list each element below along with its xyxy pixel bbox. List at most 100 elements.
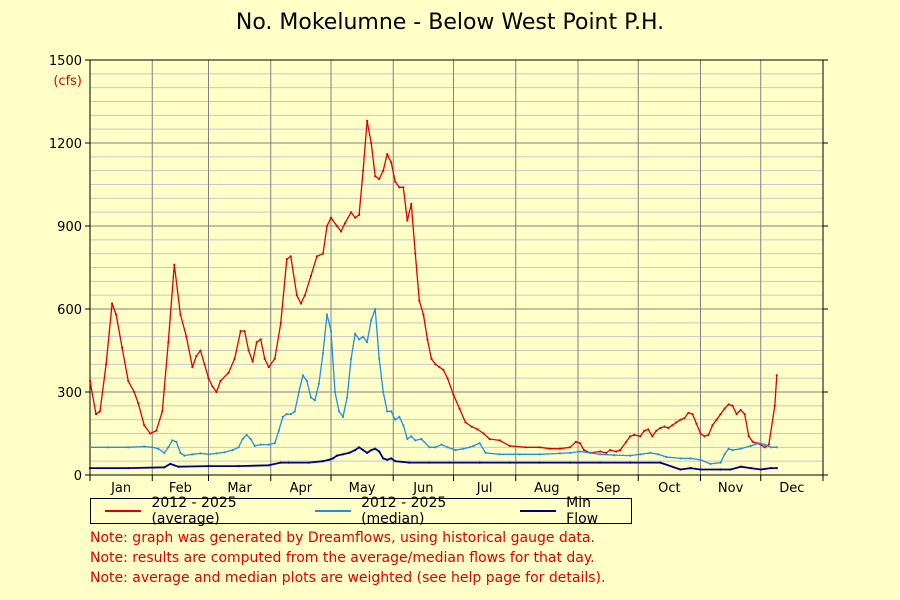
data-point xyxy=(207,377,210,380)
x-tick-label: Aug xyxy=(534,481,559,496)
y-tick-label: 300 xyxy=(57,386,82,401)
y-axis-unit: (cfs) xyxy=(53,74,82,89)
data-point xyxy=(498,453,501,456)
data-point xyxy=(267,443,270,446)
data-point xyxy=(675,421,678,424)
data-point xyxy=(558,452,562,455)
data-point xyxy=(161,410,164,413)
data-point xyxy=(354,449,357,452)
data-point xyxy=(452,393,455,396)
data-point xyxy=(538,461,541,464)
data-point xyxy=(382,457,385,460)
data-point xyxy=(173,464,176,467)
data-point xyxy=(177,465,180,468)
data-point xyxy=(438,366,441,369)
data-point xyxy=(354,216,357,219)
x-tick-label: Nov xyxy=(718,481,744,496)
data-point xyxy=(301,374,304,377)
data-point xyxy=(629,435,632,438)
data-point xyxy=(430,357,433,360)
data-point xyxy=(651,435,654,438)
data-point xyxy=(508,461,511,464)
data-point xyxy=(191,366,194,369)
data-point xyxy=(167,341,170,344)
data-point xyxy=(207,453,210,456)
data-point xyxy=(643,429,646,432)
data-point xyxy=(255,341,258,344)
data-point xyxy=(98,410,102,413)
data-point xyxy=(775,374,778,377)
data-point xyxy=(348,451,351,454)
legend-swatch-min-flow xyxy=(519,510,557,512)
data-point xyxy=(476,428,479,431)
data-point xyxy=(518,453,521,456)
data-point xyxy=(341,453,345,456)
data-point xyxy=(309,396,312,399)
data-point xyxy=(179,313,182,316)
data-point xyxy=(237,446,240,449)
data-point xyxy=(464,421,467,424)
data-point xyxy=(434,446,437,449)
data-point xyxy=(398,415,401,418)
data-point xyxy=(263,357,266,360)
data-point xyxy=(127,446,130,449)
data-point xyxy=(558,447,562,450)
x-tick-label: Feb xyxy=(169,481,192,496)
data-point xyxy=(223,451,226,454)
data-point xyxy=(362,335,365,338)
data-point xyxy=(94,413,98,416)
legend: 2012 - 2025 (average) 2012 - 2025 (media… xyxy=(90,495,632,527)
data-point xyxy=(749,444,752,447)
data-point xyxy=(428,446,431,449)
data-point xyxy=(390,410,393,413)
data-point xyxy=(88,467,92,470)
legend-item-min-flow: Min Flow xyxy=(519,495,619,527)
data-point xyxy=(422,313,425,316)
data-point xyxy=(488,437,491,441)
data-point xyxy=(279,321,282,324)
data-point xyxy=(470,425,473,428)
x-tick-label: Oct xyxy=(658,481,680,496)
data-point xyxy=(689,467,692,470)
y-tick-label: 1500 xyxy=(49,54,82,69)
legend-swatch-average xyxy=(105,510,142,512)
data-point xyxy=(440,443,443,446)
data-point xyxy=(321,352,325,355)
data-point xyxy=(414,252,417,255)
data-point xyxy=(390,161,393,164)
note-line: Note: results are computed from the aver… xyxy=(90,550,595,566)
data-point xyxy=(773,404,776,407)
data-point xyxy=(241,437,244,441)
data-point xyxy=(285,258,288,261)
data-point xyxy=(769,467,772,470)
series-lines xyxy=(88,119,778,471)
x-tick-label: Jan xyxy=(110,481,131,496)
data-point xyxy=(127,467,130,470)
data-point xyxy=(739,408,742,412)
data-point xyxy=(243,330,246,333)
data-point xyxy=(615,450,618,453)
data-point xyxy=(454,449,457,452)
data-point xyxy=(715,418,718,421)
data-point xyxy=(406,219,409,222)
data-point xyxy=(687,411,690,414)
chart-title: No. Mokelumne - Below West Point P.H. xyxy=(235,10,665,35)
data-point xyxy=(599,450,602,453)
data-point xyxy=(335,224,339,228)
data-point xyxy=(163,466,166,469)
data-point xyxy=(273,357,276,360)
data-point xyxy=(410,435,413,438)
data-point xyxy=(155,429,158,432)
data-point xyxy=(747,435,750,438)
data-point xyxy=(468,446,471,449)
data-point xyxy=(619,449,622,452)
notes: Note: graph was generated by Dreamflows,… xyxy=(90,528,605,588)
data-point xyxy=(88,446,92,449)
data-point xyxy=(354,332,357,335)
data-point xyxy=(763,443,766,446)
data-point xyxy=(315,255,318,258)
data-point xyxy=(339,230,343,233)
data-point xyxy=(179,451,182,454)
data-point xyxy=(343,222,347,225)
data-point xyxy=(327,458,331,461)
